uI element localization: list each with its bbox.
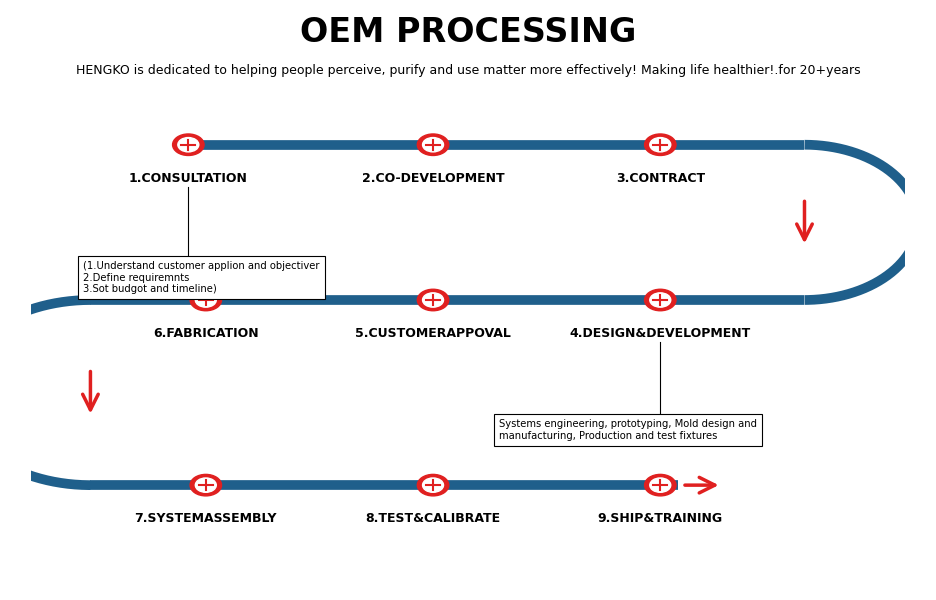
Circle shape [422,478,444,493]
Circle shape [650,293,671,307]
Circle shape [417,289,448,311]
Text: 7.SYSTEMASSEMBLY: 7.SYSTEMASSEMBLY [135,512,277,525]
Circle shape [178,137,198,152]
Text: 9.SHIP&TRAINING: 9.SHIP&TRAINING [598,512,723,525]
Circle shape [190,475,222,496]
Text: 5.CUSTOMERAPPOVAL: 5.CUSTOMERAPPOVAL [355,327,511,340]
Text: 1.CONSULTATION: 1.CONSULTATION [129,172,248,185]
Text: OEM PROCESSING: OEM PROCESSING [300,16,636,49]
Text: 6.FABRICATION: 6.FABRICATION [153,327,258,340]
Circle shape [650,137,671,152]
Text: HENGKO is dedicated to helping people perceive, purify and use matter more effec: HENGKO is dedicated to helping people pe… [76,64,860,77]
Circle shape [172,134,204,155]
Circle shape [417,134,448,155]
Circle shape [422,293,444,307]
Text: (1.Understand customer applion and objectiver
2.Define requiremnts
3.Sot budgot : (1.Understand customer applion and objec… [83,261,320,295]
Circle shape [645,134,676,155]
Circle shape [645,289,676,311]
Circle shape [190,289,222,311]
Text: Systems engineering, prototyping, Mold design and
manufacturing, Production and : Systems engineering, prototyping, Mold d… [499,419,756,441]
Circle shape [417,475,448,496]
Text: 2.CO-DEVELOPMENT: 2.CO-DEVELOPMENT [361,172,505,185]
Text: 4.DESIGN&DEVELOPMENT: 4.DESIGN&DEVELOPMENT [570,327,751,340]
Circle shape [422,137,444,152]
Text: 8.TEST&CALIBRATE: 8.TEST&CALIBRATE [365,512,501,525]
Text: 3.CONTRACT: 3.CONTRACT [616,172,705,185]
Circle shape [645,475,676,496]
Circle shape [650,478,671,493]
Circle shape [196,293,216,307]
Circle shape [196,478,216,493]
